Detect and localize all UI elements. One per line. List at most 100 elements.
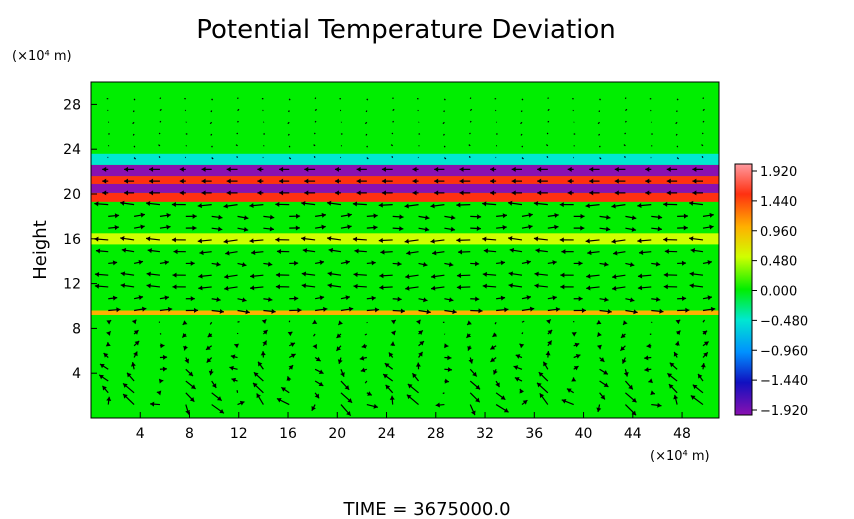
vector-head-125 — [234, 343, 240, 349]
vector-head-108 — [418, 351, 423, 357]
vector-head-256 — [508, 283, 513, 289]
vector-head-51 — [190, 384, 196, 389]
vector-head-196 — [219, 308, 224, 314]
vector-head-46 — [668, 384, 674, 389]
vector-arrow-569 — [546, 132, 549, 135]
vector-head-404 — [631, 215, 637, 221]
vector-arrow-526 — [676, 157, 680, 160]
vector-head-474 — [567, 178, 572, 184]
vector-head-282 — [560, 272, 565, 278]
vector-head-362 — [166, 224, 171, 230]
vector-head-253 — [431, 285, 436, 291]
vector-head-57 — [344, 385, 350, 390]
vector-head-457 — [124, 178, 129, 184]
vector-head-139 — [597, 344, 602, 350]
vector-head-257 — [534, 283, 539, 289]
vector-head-409 — [120, 200, 125, 206]
vector-head-384 — [114, 213, 120, 219]
vector-head-34 — [367, 391, 372, 396]
vector-head-105 — [337, 359, 343, 364]
vector-head-449 — [537, 190, 542, 196]
vector-head-75 — [188, 371, 193, 377]
vector-head-54 — [253, 372, 259, 377]
plot-area — [91, 82, 719, 418]
vector-head-293 — [241, 262, 247, 267]
vector-head-341 — [223, 238, 228, 244]
vector-head-492 — [412, 166, 417, 172]
vector-head-360 — [114, 225, 119, 230]
vector-head-344 — [301, 236, 306, 242]
vector-head-36 — [407, 383, 413, 389]
vector-head-398 — [476, 214, 482, 220]
vector-head-18 — [561, 399, 567, 404]
vector-head-212 — [633, 309, 638, 315]
vector-head-375 — [502, 224, 507, 230]
vector-head-491 — [381, 166, 386, 172]
vector-head-475 — [589, 178, 594, 184]
colorbar-scale — [734, 163, 753, 416]
vector-head-313 — [121, 247, 127, 253]
vector-arrow-544 — [521, 145, 524, 148]
vector-arrow-571 — [598, 133, 601, 136]
vector-head-439 — [279, 190, 284, 196]
vector-head-38 — [475, 397, 480, 403]
vector-head-96 — [103, 353, 109, 358]
vector-head-230 — [475, 296, 480, 302]
vector-head-77 — [229, 365, 234, 371]
vector-head-248 — [301, 283, 307, 289]
vector-head-93 — [644, 367, 649, 373]
vector-head-498 — [567, 166, 572, 172]
vector-head-347 — [378, 237, 383, 243]
vector-head-481 — [124, 166, 129, 172]
vector-head-275 — [379, 273, 384, 279]
vector-head-235 — [604, 297, 609, 302]
vector-head-7 — [276, 398, 282, 403]
vector-arrow-586 — [364, 121, 368, 125]
vector-head-132 — [419, 341, 424, 346]
vector-arrow-604 — [210, 110, 213, 113]
vector-head-254 — [456, 284, 461, 290]
vector-head-119 — [703, 352, 708, 357]
vector-head-249 — [327, 283, 332, 289]
vector-arrow-184 — [521, 320, 525, 323]
vector-arrow-527 — [701, 155, 704, 158]
vector-head-81 — [340, 372, 345, 377]
vector-head-443 — [381, 190, 386, 196]
vector-head-466 — [356, 178, 361, 184]
vector-head-364 — [218, 226, 223, 232]
x-tick-label-11: 48 — [673, 426, 691, 442]
vector-head-59 — [383, 374, 388, 379]
vector-head-400 — [528, 212, 533, 218]
vector-head-353 — [533, 236, 539, 242]
vector-head-200 — [323, 306, 328, 312]
vector-head-255 — [482, 283, 487, 289]
vector-arrow-572 — [624, 132, 626, 135]
vector-arrow-173 — [237, 320, 240, 323]
vector-head-330 — [561, 249, 566, 255]
vector-head-468 — [412, 178, 417, 184]
vector-head-148 — [207, 332, 213, 338]
vector-head-3 — [185, 409, 191, 415]
vector-head-462 — [257, 178, 262, 184]
band-0 — [91, 314, 719, 418]
vector-head-182 — [467, 320, 472, 325]
vector-arrow-601 — [132, 110, 135, 113]
vector-head-213 — [659, 308, 664, 314]
vector-head-110 — [468, 359, 474, 364]
vector-head-359 — [689, 236, 694, 242]
vector-head-97 — [133, 351, 138, 357]
vector-arrow-183 — [494, 321, 497, 325]
vector-head-321 — [328, 247, 334, 253]
vector-head-415 — [275, 201, 280, 207]
vector-head-134 — [467, 346, 472, 351]
vector-head-226 — [371, 295, 376, 301]
vector-head-406 — [683, 213, 688, 219]
vector-head-382 — [683, 225, 688, 231]
vector-arrow-590 — [469, 120, 472, 123]
vector-head-159 — [492, 332, 498, 337]
vector-head-303 — [500, 260, 505, 266]
vector-head-214 — [685, 307, 690, 313]
vector-head-327 — [483, 248, 489, 254]
vector-arrow-517 — [443, 157, 447, 160]
